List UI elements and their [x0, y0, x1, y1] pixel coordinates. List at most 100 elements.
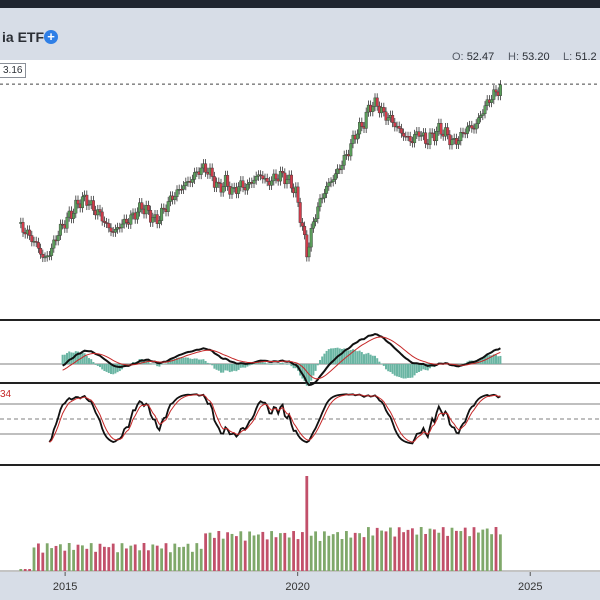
macd-panel [0, 332, 600, 387]
macd-histogram-bar [228, 364, 231, 373]
macd-histogram-bar [349, 349, 352, 364]
candle [340, 165, 344, 170]
volume-bar [455, 530, 458, 571]
macd-histogram-bar [343, 348, 346, 364]
macd-histogram-bar [202, 359, 205, 364]
candle [402, 132, 406, 137]
macd-histogram-bar [116, 364, 119, 373]
macd-histogram-bar [462, 363, 465, 365]
macd-histogram-bar [90, 359, 93, 364]
volume-bar [296, 539, 300, 571]
macd-histogram-bar [198, 359, 201, 364]
volume-bar [125, 548, 128, 571]
volume-bar [37, 543, 40, 571]
macd-histogram-bar [352, 349, 355, 364]
macd-histogram-bar [162, 363, 165, 365]
macd-histogram-bar [264, 362, 267, 364]
macd-histogram-bar [176, 357, 179, 364]
volume-bar [111, 543, 115, 571]
candle [259, 174, 263, 177]
macd-histogram-bar [279, 363, 282, 364]
volume-bar [28, 569, 32, 571]
volume-bar [371, 535, 375, 571]
candle [252, 179, 256, 184]
volume-bar [164, 543, 168, 571]
candle [333, 173, 337, 180]
volume-bar [314, 531, 318, 571]
macd-histogram-bar [195, 358, 198, 364]
macd-histogram-bar [396, 364, 399, 377]
volume-bar [367, 527, 370, 571]
candle [459, 132, 463, 142]
symbol-title[interactable]: ia ETF [2, 29, 45, 45]
candle [199, 167, 203, 175]
candle [360, 122, 364, 127]
macd-histogram-bar [140, 359, 143, 364]
candle [157, 220, 161, 224]
macd-histogram-bar [268, 364, 271, 365]
candle [58, 223, 62, 236]
macd-histogram-bar [165, 363, 168, 364]
macd-histogram-bar [334, 347, 337, 364]
candle [175, 189, 179, 197]
volume-bar [283, 532, 287, 571]
macd-histogram-bar [330, 348, 333, 364]
macd-histogram-bar [178, 357, 181, 364]
volume-bar [353, 532, 357, 571]
macd-histogram-bar [169, 359, 172, 364]
volume-bar [375, 527, 379, 571]
macd-histogram-bar [92, 362, 95, 364]
macd-histogram-bar [380, 363, 383, 364]
candle [34, 241, 38, 243]
candle [413, 134, 417, 144]
candle [109, 227, 113, 232]
volume-bar [433, 529, 436, 571]
candle [481, 113, 485, 116]
macd-histogram-bar [187, 357, 190, 364]
candle [193, 172, 197, 180]
macd-histogram-bar [244, 364, 247, 368]
x-tick-label: 2025 [518, 581, 542, 593]
macd-histogram-bar [272, 363, 275, 365]
macd-histogram-bar [255, 362, 258, 364]
candle [100, 211, 104, 222]
volume-bar [50, 548, 54, 571]
candle [329, 181, 333, 184]
macd-histogram-bar [250, 364, 253, 365]
candle [386, 117, 390, 121]
macd-histogram-bar [354, 350, 357, 364]
macd-histogram-bar [193, 358, 196, 364]
macd-histogram-bar [222, 364, 225, 373]
candle [320, 197, 324, 200]
volume-bar [217, 531, 221, 571]
macd-histogram-bar [391, 364, 394, 374]
volume-bar [186, 543, 190, 571]
macd-histogram-bar [365, 353, 368, 364]
macd-histogram-bar [363, 354, 366, 364]
candle [311, 221, 315, 229]
volume-bar [160, 548, 164, 571]
macd-histogram-bar [286, 364, 289, 365]
macd-histogram-bar [356, 351, 359, 364]
volume-bar [292, 531, 296, 571]
candle [241, 180, 245, 188]
volume-bar [230, 533, 234, 571]
candle [307, 246, 311, 258]
macd-histogram-bar [220, 364, 223, 373]
macd-histogram-bar [382, 364, 385, 366]
macd-histogram-bar [215, 364, 218, 370]
candle [215, 181, 219, 188]
candle [65, 216, 69, 229]
plus-circle-icon[interactable]: + [44, 30, 58, 44]
macd-histogram-bar [209, 363, 212, 364]
candle [221, 186, 225, 193]
candle [424, 132, 428, 144]
macd-histogram-bar [61, 354, 64, 364]
macd-histogram-bar [85, 355, 88, 364]
macd-histogram-bar [96, 364, 99, 366]
macd-histogram-bar [327, 349, 330, 364]
macd-histogram-bar [105, 364, 108, 372]
macd-histogram-bar [231, 364, 234, 372]
macd-histogram-bar [374, 355, 377, 364]
